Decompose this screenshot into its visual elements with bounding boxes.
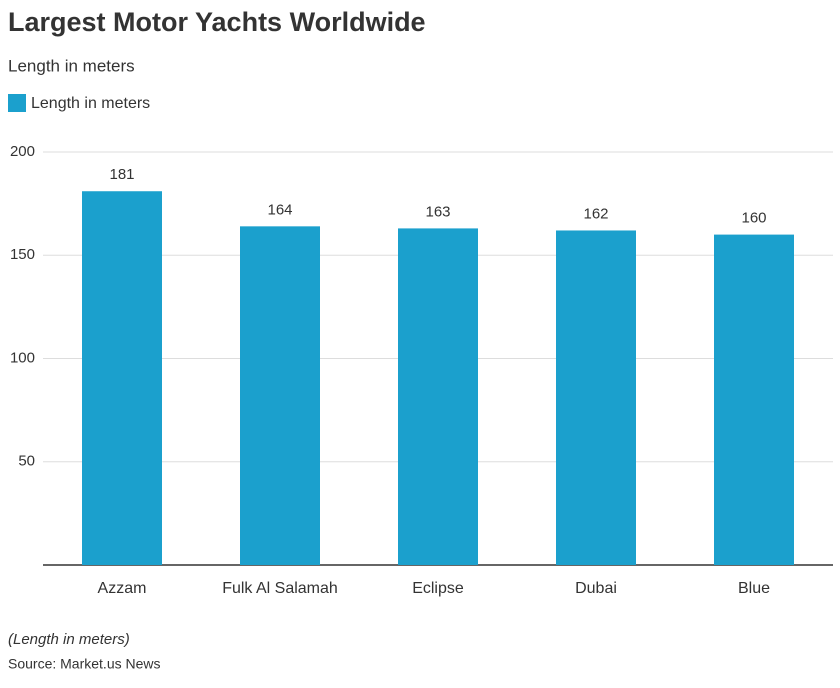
data-label: 181 xyxy=(109,166,134,183)
data-label: 163 xyxy=(425,203,450,220)
y-tick-label: 100 xyxy=(10,349,35,366)
bar xyxy=(240,226,320,565)
bar xyxy=(82,191,162,566)
bar xyxy=(556,230,636,565)
y-tick-label: 50 xyxy=(18,453,35,470)
chart-title: Largest Motor Yachts Worldwide xyxy=(8,7,426,37)
data-label: 162 xyxy=(583,205,608,222)
y-tick-label: 200 xyxy=(10,143,35,160)
chart-subtitle: Length in meters xyxy=(8,56,135,75)
legend-label: Length in meters xyxy=(31,95,150,112)
y-tick-label: 150 xyxy=(10,246,35,263)
data-label: 160 xyxy=(741,210,766,227)
data-label: 164 xyxy=(267,201,292,218)
x-tick-label: Eclipse xyxy=(412,580,464,597)
note: (Length in meters) xyxy=(8,631,130,648)
x-tick-label: Blue xyxy=(738,580,770,597)
x-tick-label: Fulk Al Salamah xyxy=(222,580,338,597)
bar xyxy=(714,234,794,565)
x-tick-label: Azzam xyxy=(98,580,147,597)
x-tick-label: Dubai xyxy=(575,580,617,597)
bar xyxy=(398,228,478,565)
legend-swatch xyxy=(8,94,26,112)
source: Source: Market.us News xyxy=(8,656,161,672)
